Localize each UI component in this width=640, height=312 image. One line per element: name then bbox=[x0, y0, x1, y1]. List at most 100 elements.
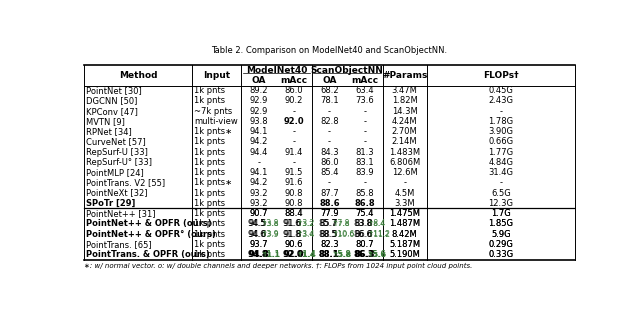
Text: 91.8: 91.8 bbox=[283, 230, 301, 239]
Text: 68.2: 68.2 bbox=[320, 86, 339, 95]
Text: 83.9: 83.9 bbox=[356, 168, 374, 177]
Text: -: - bbox=[257, 158, 260, 167]
Text: 1k pnts: 1k pnts bbox=[194, 230, 225, 239]
Text: OA: OA bbox=[322, 76, 337, 85]
Text: 8.42M: 8.42M bbox=[392, 230, 417, 239]
Text: 1k pnts: 1k pnts bbox=[194, 240, 225, 249]
Text: CurveNet [57]: CurveNet [57] bbox=[86, 137, 146, 146]
Text: 93.7: 93.7 bbox=[250, 240, 268, 249]
Text: 3.47M: 3.47M bbox=[392, 86, 417, 95]
Text: 83.1: 83.1 bbox=[356, 158, 374, 167]
Text: 1k pnts: 1k pnts bbox=[194, 86, 225, 95]
Text: 5.9G: 5.9G bbox=[491, 230, 511, 239]
Text: ScanObjectNN: ScanObjectNN bbox=[311, 66, 383, 75]
Text: 1.85G: 1.85G bbox=[488, 219, 513, 228]
Text: ↑3.2: ↑3.2 bbox=[297, 221, 315, 227]
Text: 1k pnts: 1k pnts bbox=[194, 158, 225, 167]
Text: 85.7: 85.7 bbox=[319, 219, 337, 228]
Text: 93.2: 93.2 bbox=[250, 199, 268, 208]
Text: 90.7: 90.7 bbox=[250, 209, 268, 218]
Text: -: - bbox=[328, 107, 331, 116]
Text: 94.1: 94.1 bbox=[250, 168, 268, 177]
Text: FLOPs†: FLOPs† bbox=[483, 71, 518, 80]
Text: 1.483M: 1.483M bbox=[389, 148, 420, 157]
Text: 5.190M: 5.190M bbox=[389, 250, 420, 259]
Text: 3.3M: 3.3M bbox=[394, 199, 415, 208]
Text: ↑3.8: ↑3.8 bbox=[262, 221, 279, 227]
Text: RepSurf-U [33]: RepSurf-U [33] bbox=[86, 148, 148, 157]
Text: 8.42M: 8.42M bbox=[392, 230, 417, 239]
Text: 0.45G: 0.45G bbox=[488, 86, 513, 95]
Text: 91.5: 91.5 bbox=[285, 168, 303, 177]
Text: 94.5: 94.5 bbox=[248, 219, 266, 228]
Text: Input: Input bbox=[203, 71, 230, 80]
Text: 0.33G: 0.33G bbox=[488, 250, 513, 259]
Text: 4.24M: 4.24M bbox=[392, 117, 417, 126]
Text: -: - bbox=[364, 178, 366, 187]
Text: 92.0: 92.0 bbox=[284, 117, 305, 126]
Text: -: - bbox=[499, 107, 502, 116]
Text: 1k pnts: 1k pnts bbox=[194, 219, 225, 228]
Text: PointNeXt [32]: PointNeXt [32] bbox=[86, 188, 147, 197]
Text: MVTN [9]: MVTN [9] bbox=[86, 117, 125, 126]
Text: 88.5: 88.5 bbox=[319, 230, 337, 239]
Text: 86.8: 86.8 bbox=[355, 199, 375, 208]
Text: -: - bbox=[364, 137, 366, 146]
Text: 1.7G: 1.7G bbox=[491, 209, 511, 218]
Text: 1.487M: 1.487M bbox=[389, 219, 420, 228]
Text: 86.3: 86.3 bbox=[354, 250, 375, 259]
Text: 90.6: 90.6 bbox=[285, 240, 303, 249]
Text: 88.1: 88.1 bbox=[318, 250, 339, 259]
Text: Method: Method bbox=[119, 71, 157, 80]
Text: -: - bbox=[499, 178, 502, 187]
Text: 84.3: 84.3 bbox=[320, 148, 339, 157]
Text: 1.78G: 1.78G bbox=[488, 117, 513, 126]
Text: ↑3.9: ↑3.9 bbox=[262, 231, 279, 237]
Text: 90.6: 90.6 bbox=[285, 240, 303, 249]
Text: 93.8: 93.8 bbox=[250, 117, 268, 126]
Text: 86.6: 86.6 bbox=[353, 230, 372, 239]
Text: 5.187M: 5.187M bbox=[389, 240, 420, 249]
Text: 31.4G: 31.4G bbox=[488, 168, 513, 177]
Text: 83.8: 83.8 bbox=[353, 219, 372, 228]
Text: 1k pnts: 1k pnts bbox=[194, 199, 225, 208]
Text: 14.3M: 14.3M bbox=[392, 107, 417, 116]
Text: 1.7G: 1.7G bbox=[491, 209, 511, 218]
Text: 94.6: 94.6 bbox=[248, 230, 266, 239]
Text: 85.8: 85.8 bbox=[356, 188, 374, 197]
Text: 94.8: 94.8 bbox=[248, 250, 268, 259]
Text: ↑1.4: ↑1.4 bbox=[297, 251, 316, 257]
Text: 2.43G: 2.43G bbox=[488, 96, 513, 105]
Text: 1k pnts: 1k pnts bbox=[194, 96, 225, 105]
Text: 89.2: 89.2 bbox=[250, 86, 268, 95]
Text: 5.187M: 5.187M bbox=[389, 240, 420, 249]
Text: PointTrans. V2 [55]: PointTrans. V2 [55] bbox=[86, 178, 165, 187]
Text: PointTrans. & OPFR (ours): PointTrans. & OPFR (ours) bbox=[86, 250, 210, 259]
Text: 4.84G: 4.84G bbox=[488, 158, 513, 167]
Text: 2.70M: 2.70M bbox=[392, 127, 417, 136]
Text: -: - bbox=[292, 158, 296, 167]
Text: 1.475M: 1.475M bbox=[389, 209, 420, 218]
Text: ∗: w/ normal vector. o: w/ double channels and deeper networks. †: FLOPs from 10: ∗: w/ normal vector. o: w/ double channe… bbox=[84, 263, 472, 269]
Text: 88.6: 88.6 bbox=[319, 199, 340, 208]
Text: ~7k pnts: ~7k pnts bbox=[194, 107, 232, 116]
Text: 80.7: 80.7 bbox=[356, 240, 374, 249]
Text: 73.6: 73.6 bbox=[355, 96, 374, 105]
Text: 82.3: 82.3 bbox=[320, 240, 339, 249]
Text: ModelNet40: ModelNet40 bbox=[246, 66, 307, 75]
Text: 1.475M: 1.475M bbox=[389, 209, 420, 218]
Text: 91.6: 91.6 bbox=[285, 178, 303, 187]
Text: 88.4: 88.4 bbox=[285, 209, 303, 218]
Text: 87.7: 87.7 bbox=[320, 188, 339, 197]
Text: ↑3.2: ↑3.2 bbox=[296, 219, 315, 228]
Text: 93.2: 93.2 bbox=[250, 188, 268, 197]
Text: 88.4: 88.4 bbox=[285, 209, 303, 218]
Text: 1.77G: 1.77G bbox=[488, 148, 513, 157]
Text: 92.9: 92.9 bbox=[250, 96, 268, 105]
Text: 90.7: 90.7 bbox=[250, 209, 268, 218]
Text: 1k pnts: 1k pnts bbox=[194, 148, 225, 157]
Text: 92.0: 92.0 bbox=[284, 250, 304, 259]
Text: -: - bbox=[364, 117, 366, 126]
Text: 86.6: 86.6 bbox=[354, 230, 373, 239]
Text: 77.9: 77.9 bbox=[320, 209, 339, 218]
